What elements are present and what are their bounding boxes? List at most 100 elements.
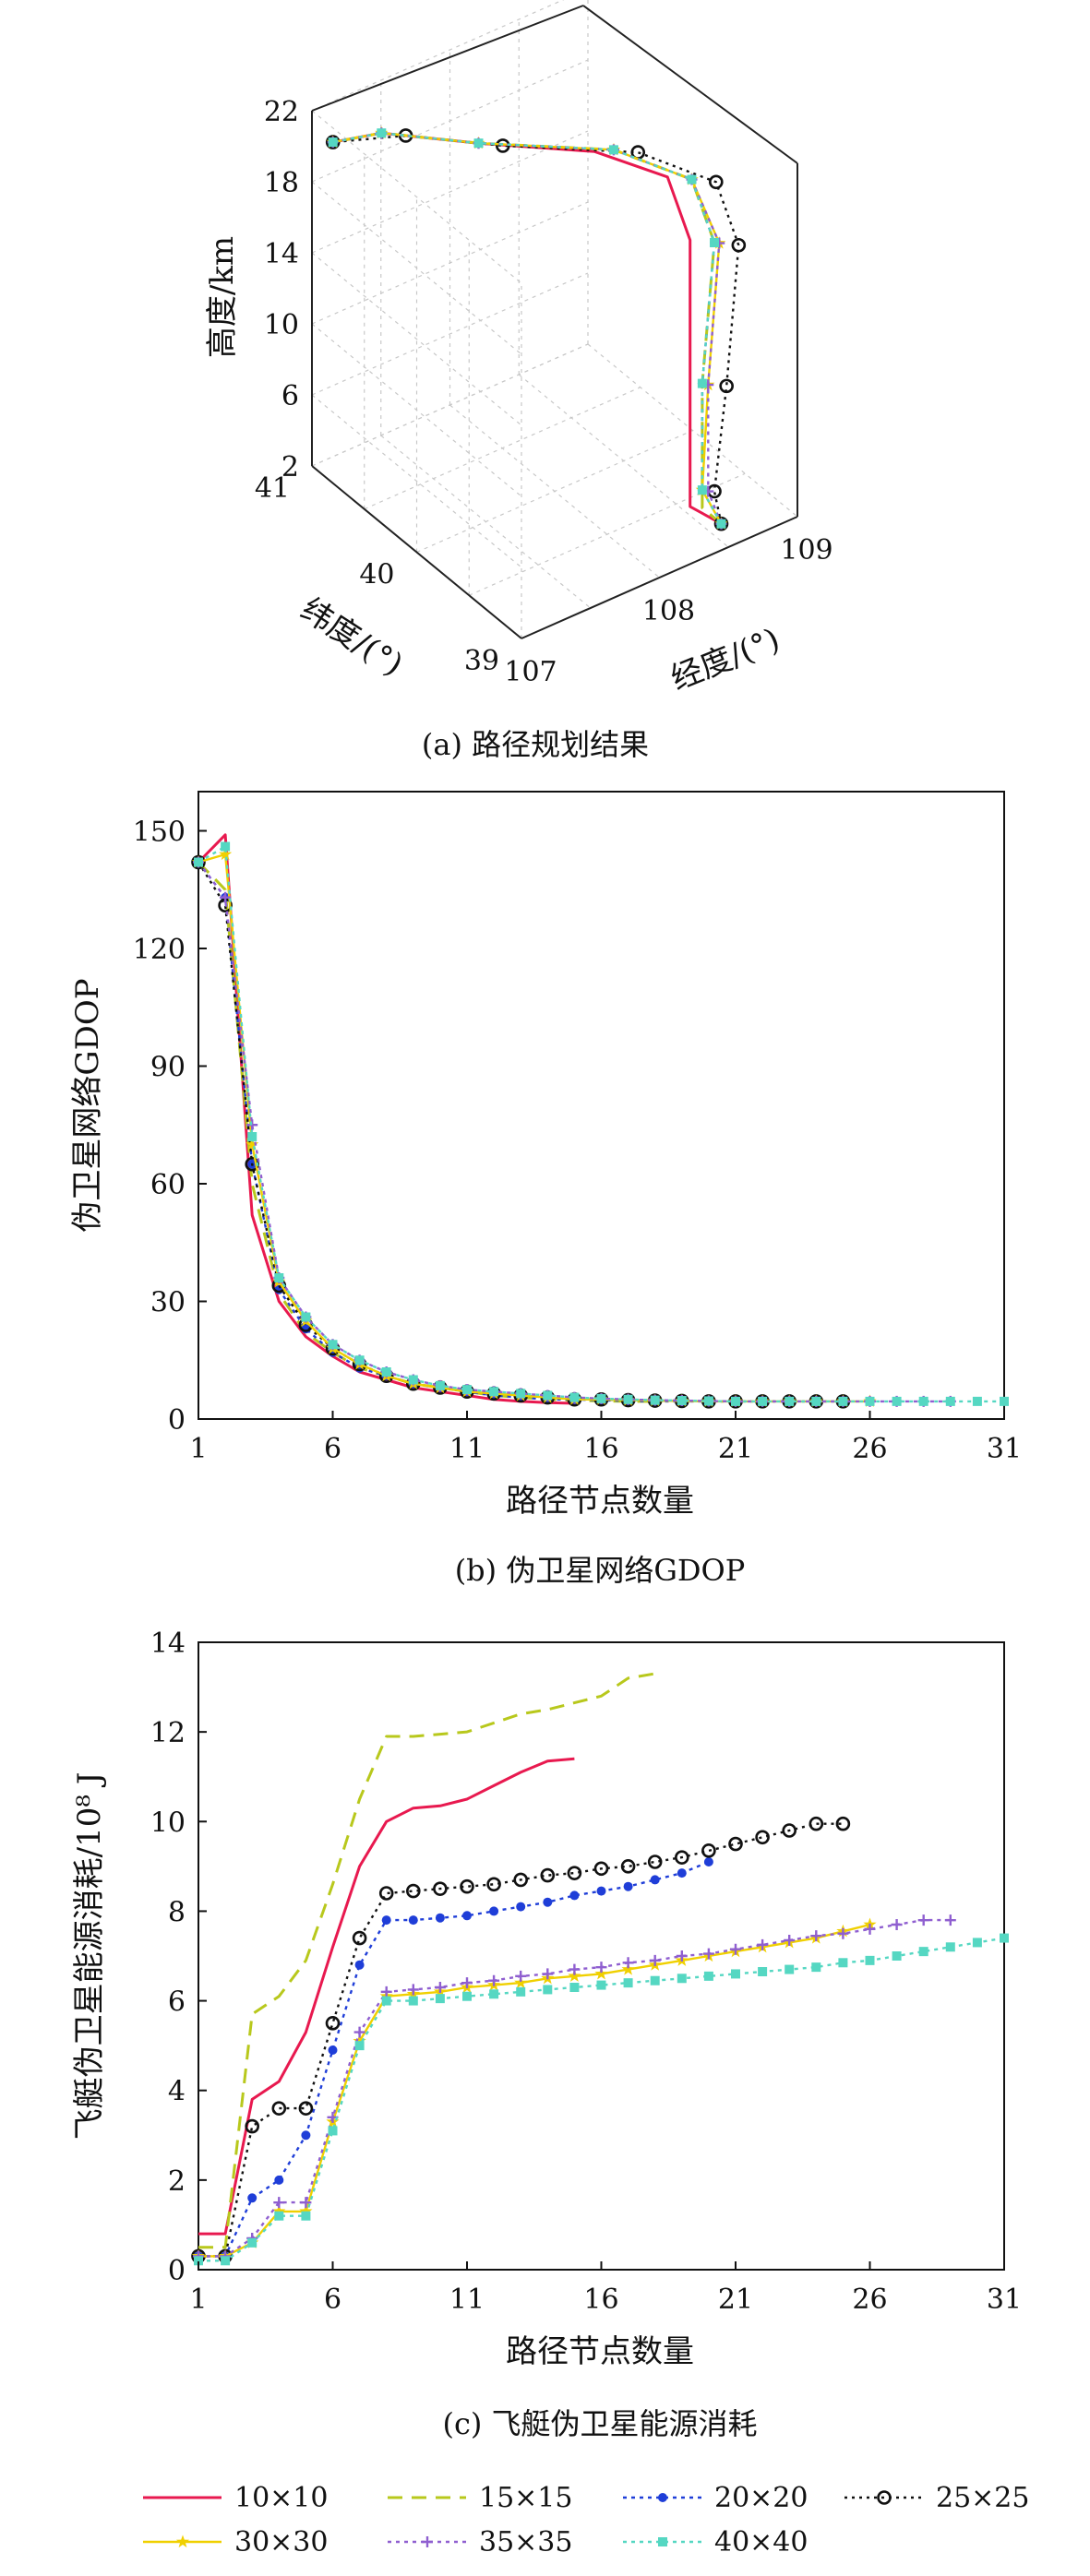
a-line-10×10 [332, 131, 723, 526]
c-point-25×25-4 [271, 2101, 287, 2116]
c-point-20×20-14 [543, 1897, 553, 1907]
c-line-30×30 [198, 1923, 870, 2258]
legend-label-10×10: 10×10 [234, 2482, 328, 2514]
c-point-25×25-7 [352, 1930, 367, 1946]
b-xtick-1: 1 [189, 1433, 207, 1465]
c-point-20×20-4 [274, 2175, 284, 2185]
c-point-35×35-25 [837, 1927, 849, 1939]
a-ytick-40: 40 [359, 559, 394, 591]
a-ytick-39: 39 [464, 645, 499, 677]
legend-item-35×35: 35×35 [388, 2526, 572, 2558]
panel-c-caption: (c) 飞艇伪卫星能源消耗 [442, 2406, 757, 2441]
b-line-10×10 [197, 833, 575, 1405]
a-line-25×25 [332, 134, 740, 524]
b-point-40×40-21 [731, 1396, 740, 1406]
legend-label-20×20: 20×20 [714, 2482, 808, 2514]
c-xtick-11: 11 [449, 2284, 485, 2316]
c-point-40×40-22 [758, 1967, 768, 1976]
b-point-40×40-27 [892, 1396, 902, 1406]
c-point-40×40-14 [543, 1985, 553, 1995]
a-xtick-108: 108 [642, 595, 695, 627]
b-ytick-60: 60 [150, 1169, 186, 1201]
panel-a-ylabel: 纬度/(°) [294, 591, 410, 685]
c-point-25×25-25 [835, 1816, 851, 1831]
legend-item-10×10: 10×10 [143, 2482, 328, 2514]
a-point-40×40-6 [608, 145, 618, 155]
panel-a-caption: (a) 路径规划结果 [422, 727, 649, 762]
c-point-25×25-15 [567, 1866, 582, 1880]
c-point-40×40-30 [972, 1938, 982, 1948]
a-point-25×25-5 [709, 174, 724, 190]
legend-item-15×15: 15×15 [388, 2482, 572, 2514]
c-point-35×35-27 [891, 1919, 903, 1930]
legend-marker-40×40 [658, 2537, 667, 2546]
panel-b-series [191, 833, 1009, 1409]
c-point-20×20-12 [489, 1906, 499, 1916]
legend-label-30×30: 30×30 [234, 2526, 328, 2558]
c-point-40×40-17 [623, 1978, 633, 1988]
a-point-40×40-8 [377, 128, 387, 138]
c-point-20×20-16 [596, 1886, 606, 1896]
c-point-25×25-16 [593, 1861, 609, 1877]
c-line-20×20 [198, 1860, 710, 2258]
b-ytick-30: 30 [150, 1287, 186, 1319]
c-point-40×40-10 [435, 1994, 445, 2004]
c-point-25×25-20 [701, 1843, 716, 1858]
b-line-20×20 [198, 861, 709, 1403]
c-point-25×25-11 [460, 1878, 474, 1894]
c-point-40×40-24 [811, 1962, 821, 1973]
b-ytick-120: 120 [133, 934, 186, 966]
b-point-40×40-14 [543, 1390, 553, 1401]
c-point-35×35-16 [595, 1962, 607, 1974]
legend-item-25×25: 25×25 [844, 2482, 1029, 2514]
b-point-40×40-2 [221, 841, 231, 852]
c-point-35×35-22 [757, 1938, 769, 1950]
c-ytick-12: 12 [150, 1717, 186, 1749]
c-point-25×25-18 [647, 1854, 663, 1869]
b-series-15×15 [197, 861, 655, 1403]
b-point-40×40-9 [408, 1375, 418, 1385]
legend-label-25×25: 25×25 [936, 2482, 1029, 2514]
b-line-15×15 [197, 861, 655, 1403]
c-point-25×25-24 [809, 1816, 824, 1831]
c-point-40×40-3 [247, 2237, 258, 2248]
b-point-40×40-19 [677, 1396, 687, 1406]
b-point-40×40-30 [972, 1396, 982, 1406]
a-ztick-6: 6 [281, 380, 299, 412]
b-series-10×10 [197, 833, 575, 1405]
c-point-40×40-1 [194, 2256, 203, 2266]
a-point-25×25-4 [731, 237, 747, 253]
b-point-40×40-10 [435, 1380, 445, 1390]
c-point-40×40-11 [462, 1991, 472, 2001]
c-ytick-10: 10 [150, 1807, 186, 1839]
c-point-35×35-12 [488, 1974, 500, 1986]
c-point-40×40-7 [354, 2041, 365, 2051]
c-point-35×35-17 [622, 1957, 634, 1969]
a-series-10×10 [332, 131, 723, 526]
c-series-40×40 [194, 1933, 1009, 2266]
c-point-25×25-23 [782, 1823, 797, 1838]
c-point-30×30-13 [514, 1975, 528, 1989]
c-series-15×15 [198, 1672, 655, 2249]
b-xtick-11: 11 [449, 1433, 485, 1465]
c-xtick-31: 31 [987, 2284, 1022, 2316]
b-point-40×40-1 [194, 857, 203, 867]
c-point-25×25-19 [674, 1850, 689, 1865]
c-point-35×35-18 [649, 1954, 661, 1966]
c-point-40×40-6 [328, 2126, 338, 2136]
a-point-40×40-1 [716, 519, 726, 529]
c-point-40×40-23 [785, 1964, 795, 1974]
b-point-40×40-23 [785, 1396, 795, 1406]
a-line-20×20 [332, 131, 723, 525]
panel-a-series [325, 125, 747, 531]
c-series-20×20 [194, 1857, 713, 2261]
b-point-40×40-29 [945, 1396, 955, 1406]
b-point-40×40-25 [838, 1396, 848, 1406]
legend-item-30×30: 30×30 [143, 2526, 328, 2558]
c-ytick-4: 4 [168, 2076, 186, 2108]
c-series-30×30 [191, 1917, 877, 2262]
b-ytick-150: 150 [133, 817, 186, 849]
c-xtick-26: 26 [852, 2284, 887, 2316]
